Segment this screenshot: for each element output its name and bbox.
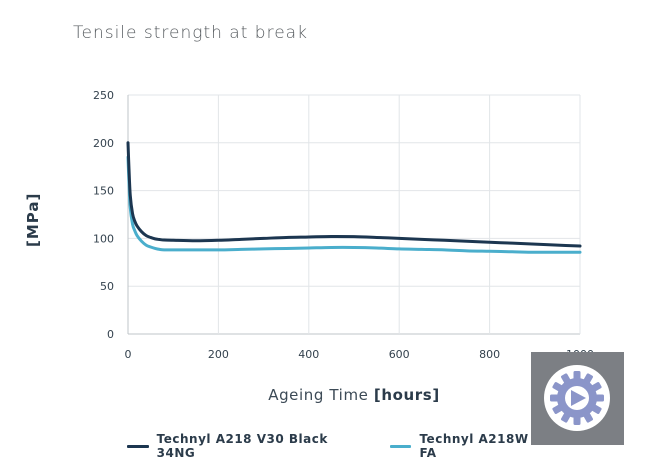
legend-item-1: Technyl A218 V30 Black 34NG — [127, 432, 368, 460]
legend-swatch-2 — [389, 444, 412, 448]
y-tick-label: 0 — [107, 328, 114, 341]
gear-play-icon — [544, 365, 610, 431]
y-tick-label: 50 — [100, 280, 114, 293]
gear-tooth — [561, 373, 571, 384]
gear-tooth — [595, 394, 604, 402]
gear-tooth — [591, 382, 602, 392]
logo — [531, 352, 624, 445]
x-tick-label: 400 — [298, 348, 319, 361]
y-tick-label: 150 — [93, 185, 114, 198]
x-axis-label-text: Ageing Time — [268, 386, 369, 404]
x-tick-label: 0 — [125, 348, 132, 361]
series-line-1 — [126, 141, 582, 248]
x-axis-label-unit: [hours] — [373, 386, 440, 404]
gear-tooth — [583, 373, 593, 384]
y-tick-label: 100 — [93, 232, 114, 245]
gear-tooth — [561, 412, 571, 423]
gear-tooth — [573, 371, 581, 380]
legend-swatch-1 — [127, 444, 149, 448]
series-lines — [126, 141, 582, 254]
x-axis-label: Ageing Time [hours] — [128, 386, 580, 404]
gear-tooth — [591, 404, 602, 414]
y-tick-label: 200 — [93, 137, 114, 150]
grid-lines — [127, 94, 581, 335]
x-tick-labels: 02004006008001000 — [125, 348, 595, 361]
x-tick-label: 800 — [479, 348, 500, 361]
chart-title: Tensile strength at break — [73, 23, 308, 43]
y-tick-label: 250 — [93, 89, 114, 102]
x-tick-label: 200 — [208, 348, 229, 361]
series-line-2 — [126, 155, 582, 254]
gear-tooth — [552, 404, 563, 414]
gear-tooth — [573, 416, 581, 425]
gear-tooth — [550, 394, 559, 402]
gear-tooth — [552, 382, 563, 392]
x-tick-label: 600 — [389, 348, 410, 361]
y-tick-labels: 0 50 100 150 200 250 — [93, 89, 114, 341]
gear-tooth — [583, 412, 593, 423]
legend-label-1: Technyl A218 V30 Black 34NG — [156, 432, 328, 460]
